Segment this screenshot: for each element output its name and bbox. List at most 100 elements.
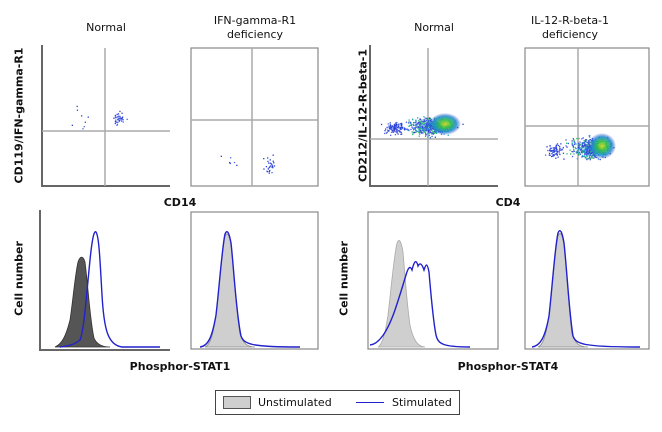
cell-event-dot: [578, 152, 580, 154]
cell-event-dot: [229, 162, 231, 165]
cell-event-dot: [387, 129, 389, 131]
cell-event-dot: [403, 128, 405, 130]
cell-event-dot: [584, 152, 586, 154]
cell-event-dot: [577, 147, 580, 149]
cell-event-dot: [428, 134, 430, 137]
cell-event-dot: [412, 132, 414, 134]
cell-event-dot: [425, 123, 428, 125]
cell-event-dot: [561, 148, 563, 150]
cell-event-dot: [390, 125, 392, 127]
cell-event-dot: [577, 151, 580, 153]
cell-event-dot: [571, 140, 573, 142]
cell-event-dot: [573, 143, 576, 146]
cell-event-dot: [555, 144, 558, 146]
cell-event-dot: [583, 149, 585, 151]
cell-event-dot: [397, 127, 400, 129]
cell-event-dot: [119, 110, 121, 113]
cell-event-dot: [122, 121, 124, 123]
cell-event-dot: [575, 147, 577, 150]
cell-event-dot: [587, 141, 590, 143]
cell-event-dot: [401, 127, 403, 130]
cell-event-dot: [583, 151, 586, 153]
cell-event-dot: [571, 151, 573, 153]
cell-event-dot: [81, 115, 83, 117]
cell-event-dot: [593, 157, 595, 159]
cell-event-dot: [575, 151, 577, 153]
cell-event-dot: [272, 160, 274, 162]
cell-event-dot: [573, 148, 575, 151]
cell-event-dot: [412, 127, 414, 129]
cell-event-dot: [385, 128, 387, 130]
cell-event-dot: [393, 126, 395, 128]
cell-event-dot: [599, 158, 601, 161]
cell-event-dot: [420, 119, 422, 121]
cell-event-dot: [76, 109, 79, 111]
cell-event-dot: [426, 119, 428, 121]
legend-stimulated-label: Stimulated: [392, 396, 452, 409]
cell-event-dot: [548, 154, 550, 156]
cell-event-dot: [117, 116, 119, 118]
cell-event-dot: [418, 135, 420, 137]
cell-event-dot: [404, 128, 406, 131]
left-scatter-xlabel: CD14: [163, 196, 197, 209]
cell-event-dot: [586, 150, 588, 152]
cell-event-dot: [552, 155, 554, 157]
cell-event-dot: [425, 117, 427, 120]
cell-event-dot: [585, 140, 587, 143]
cell-event-dot: [233, 161, 236, 164]
cell-event-dot: [582, 151, 584, 153]
cell-event-dot: [415, 129, 417, 131]
cell-event-dot: [584, 149, 586, 152]
cell-event-dot: [396, 126, 399, 128]
cell-event-dot: [417, 122, 419, 124]
cell-event-dot: [422, 128, 424, 130]
cell-event-dot: [555, 148, 557, 150]
cell-event-dot: [118, 115, 120, 117]
cell-event-dot: [550, 150, 552, 152]
cell-event-dot: [584, 153, 586, 155]
cell-event-dot: [425, 120, 427, 122]
cell-event-dot: [271, 172, 273, 174]
cell-event-dot: [393, 127, 395, 129]
cell-event-dot: [428, 129, 430, 132]
scatter-dots-normal-ifn: [71, 105, 128, 130]
cell-event-dot: [580, 148, 582, 150]
cell-event-dot: [558, 153, 561, 155]
cell-event-dot: [412, 119, 414, 121]
cell-event-dot: [396, 121, 398, 124]
cell-event-dot: [578, 145, 580, 147]
cell-event-dot: [116, 121, 118, 123]
cell-event-dot: [572, 151, 574, 153]
cell-event-dot: [113, 117, 115, 119]
cell-event-dot: [581, 143, 583, 145]
cell-event-dot: [550, 150, 553, 152]
cell-event-dot: [419, 125, 421, 127]
cell-event-dot: [395, 130, 397, 133]
cell-event-dot: [423, 131, 425, 133]
cell-event-dot: [583, 144, 585, 147]
cell-event-dot: [426, 123, 429, 125]
cell-event-dot: [388, 130, 390, 132]
cell-event-dot: [423, 126, 425, 128]
cell-event-dot: [586, 154, 588, 156]
cell-event-dot: [84, 121, 86, 123]
cell-event-dot: [557, 150, 559, 153]
cell-event-dot: [552, 151, 554, 153]
cell-event-dot: [423, 126, 426, 129]
cell-event-dot: [586, 158, 588, 161]
cell-event-dot: [572, 138, 574, 140]
cell-event-dot: [116, 113, 118, 116]
cell-event-dot: [571, 144, 573, 146]
cell-event-dot: [559, 149, 561, 151]
cell-event-dot: [581, 146, 583, 148]
cell-event-dot: [417, 126, 419, 128]
cell-event-dot: [425, 125, 427, 128]
cell-event-dot: [586, 149, 588, 151]
cell-event-dot: [420, 126, 422, 128]
cell-event-dot: [395, 128, 397, 130]
cell-event-dot: [263, 168, 265, 170]
cell-event-dot: [120, 120, 123, 122]
legend: Unstimulated Stimulated: [215, 390, 460, 415]
cell-event-dot: [556, 154, 558, 156]
cell-event-dot: [418, 120, 420, 122]
